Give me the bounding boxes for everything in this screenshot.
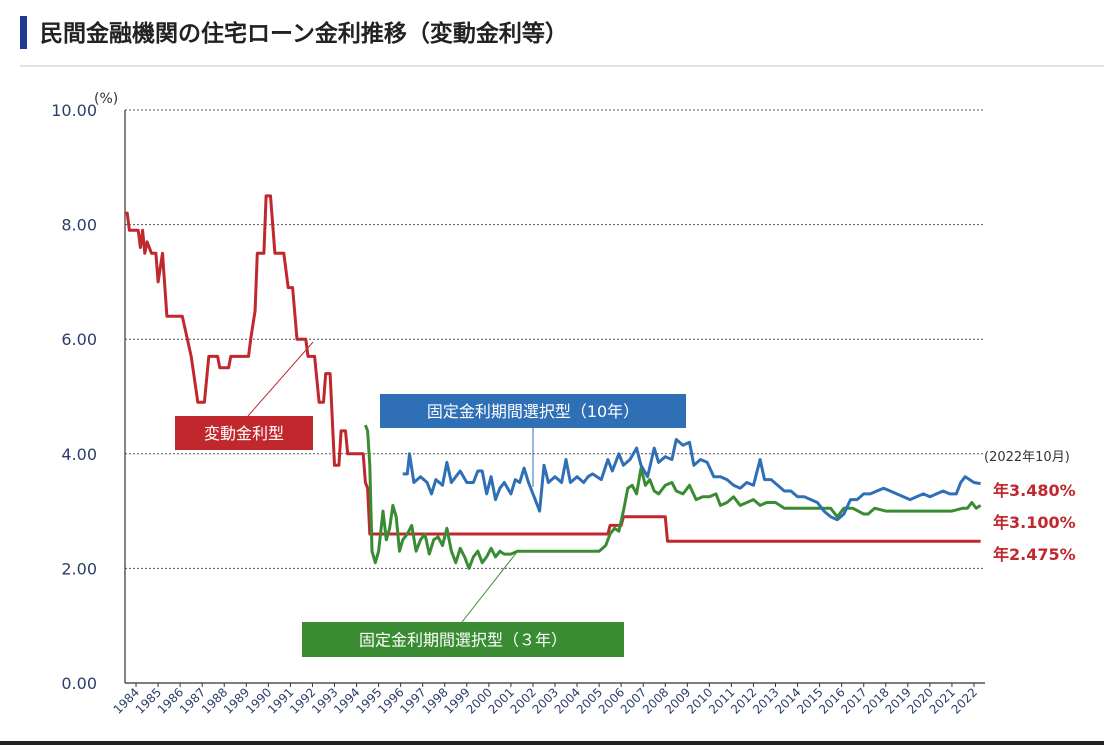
x-tick-label: 2022	[949, 685, 980, 716]
series-callout-box	[302, 622, 624, 657]
callout-leader	[461, 551, 518, 623]
title-accent-bar	[20, 16, 27, 49]
y-axis-unit: (%)	[94, 91, 118, 107]
y-tick-label: 2.00	[61, 559, 97, 578]
series-line	[363, 424, 982, 570]
series-callout-label: 固定金利期間選択型（10年）	[427, 402, 639, 421]
y-tick-label: 4.00	[61, 445, 97, 464]
series-callout-label: 変動金利型	[204, 424, 284, 443]
end-value-label: 年3.480%	[993, 481, 1076, 500]
date-note: (2022年10月)	[984, 450, 1070, 465]
end-value-label: 年2.475%	[993, 545, 1076, 564]
end-value-label: 年3.100%	[993, 513, 1076, 532]
series-callout-box	[380, 394, 686, 428]
series-line	[402, 438, 981, 522]
y-tick-label: 10.00	[51, 101, 97, 120]
callout-leader	[247, 341, 314, 417]
title-divider	[20, 65, 1104, 67]
y-tick-label: 0.00	[61, 674, 97, 693]
y-tick-label: 6.00	[61, 330, 97, 349]
bottom-divider	[0, 741, 1104, 745]
series-line	[125, 194, 981, 543]
series-callout-box	[175, 416, 313, 450]
y-tick-label: 8.00	[61, 216, 97, 235]
chart-header: 民間金融機関の住宅ローン金利推移（変動金利等）	[0, 0, 1104, 67]
page-title: 民間金融機関の住宅ローン金利推移（変動金利等）	[40, 21, 568, 47]
series-callout-label: 固定金利期間選択型（３年）	[359, 631, 567, 650]
